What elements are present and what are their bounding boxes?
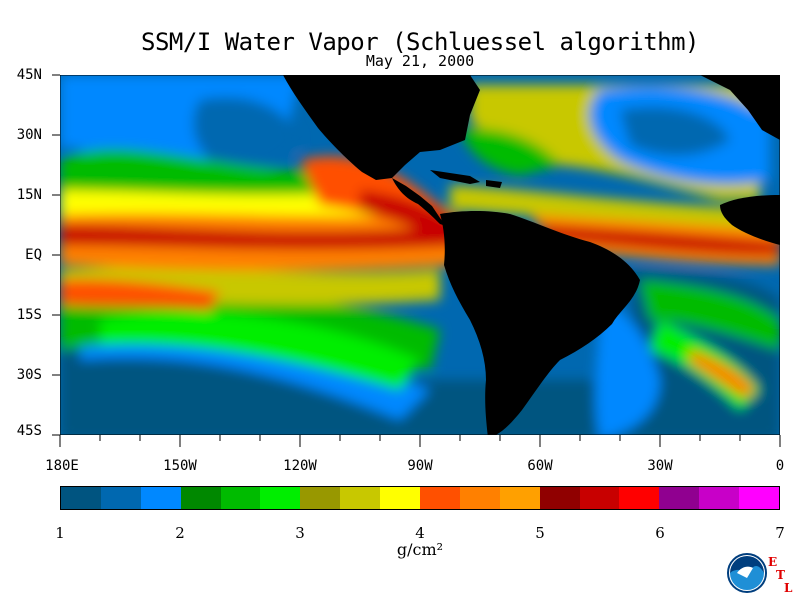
colorbar-swatch-10 — [459, 487, 500, 509]
lat-label-30s: 30S — [16, 367, 42, 383]
water-vapor-map — [52, 74, 781, 447]
africa — [720, 195, 780, 245]
colorbar-swatch-12 — [539, 487, 580, 509]
etl-label: E T L — [768, 556, 792, 595]
lon-label-120w: 120W — [283, 458, 317, 474]
colorbar-swatch-3 — [180, 487, 221, 509]
colorbar-tick-1: 1 — [55, 524, 65, 542]
lat-label-45s: 45S — [16, 423, 42, 439]
colorbar-swatch-6 — [300, 487, 341, 509]
etl-letter-e: E — [768, 555, 778, 569]
central-america — [392, 178, 446, 226]
north-america — [283, 75, 480, 180]
lon-label-90w: 90W — [407, 458, 433, 474]
colorbar-swatch-1 — [100, 487, 141, 509]
colorbar-tick-6: 6 — [655, 524, 665, 542]
colorbar-swatch-11 — [499, 487, 540, 509]
colorbar-swatch-7 — [340, 487, 381, 509]
colorbar-swatch-15 — [659, 487, 700, 509]
etl-letter-t: T — [776, 568, 785, 582]
colorbar-swatch-2 — [140, 487, 181, 509]
noaa-logo-icon — [727, 553, 767, 593]
etl-letter-l: L — [784, 581, 793, 595]
lat-label-15n: 15N — [16, 187, 42, 203]
colorbar-tick-3: 3 — [295, 524, 305, 542]
colorbar — [60, 486, 780, 510]
colorbar-swatch-0 — [61, 487, 101, 509]
colorbar-swatch-4 — [220, 487, 261, 509]
colorbar-swatch-5 — [260, 487, 301, 509]
lon-label-60w: 60W — [527, 458, 553, 474]
colorbar-swatch-17 — [739, 487, 780, 509]
colorbar-swatch-14 — [619, 487, 660, 509]
colorbar-swatch-9 — [420, 487, 460, 509]
hispaniola — [486, 180, 502, 188]
colorbar-tick-2: 2 — [175, 524, 185, 542]
lat-label-30n: 30N — [16, 127, 42, 143]
colorbar-tick-4: 4 — [415, 524, 425, 542]
europe — [700, 75, 780, 140]
axis-ticks — [52, 74, 781, 447]
colorbar-swatch-13 — [579, 487, 620, 509]
lat-label-45n: 45N — [16, 67, 42, 83]
lon-label-180e: 180E — [45, 458, 79, 474]
lon-label-0: 0 — [775, 458, 785, 474]
map-title: SSM/I Water Vapor (Schluessel algorithm) — [141, 28, 699, 56]
colorbar-swatch-16 — [699, 487, 740, 509]
lon-label-150w: 150W — [163, 458, 197, 474]
map-subtitle: May 21, 2000 — [365, 52, 475, 70]
lat-label-eq: EQ — [25, 247, 42, 263]
lon-label-30w: 30W — [647, 458, 673, 474]
cuba — [430, 170, 480, 184]
colorbar-unit: g/cm² — [396, 540, 444, 559]
south-america — [440, 211, 640, 435]
lat-label-15s: 15S — [16, 307, 42, 323]
colorbar-tick-5: 5 — [535, 524, 545, 542]
land-mask — [283, 75, 780, 435]
colorbar-swatch-8 — [380, 487, 421, 509]
colorbar-tick-7: 7 — [775, 524, 785, 542]
